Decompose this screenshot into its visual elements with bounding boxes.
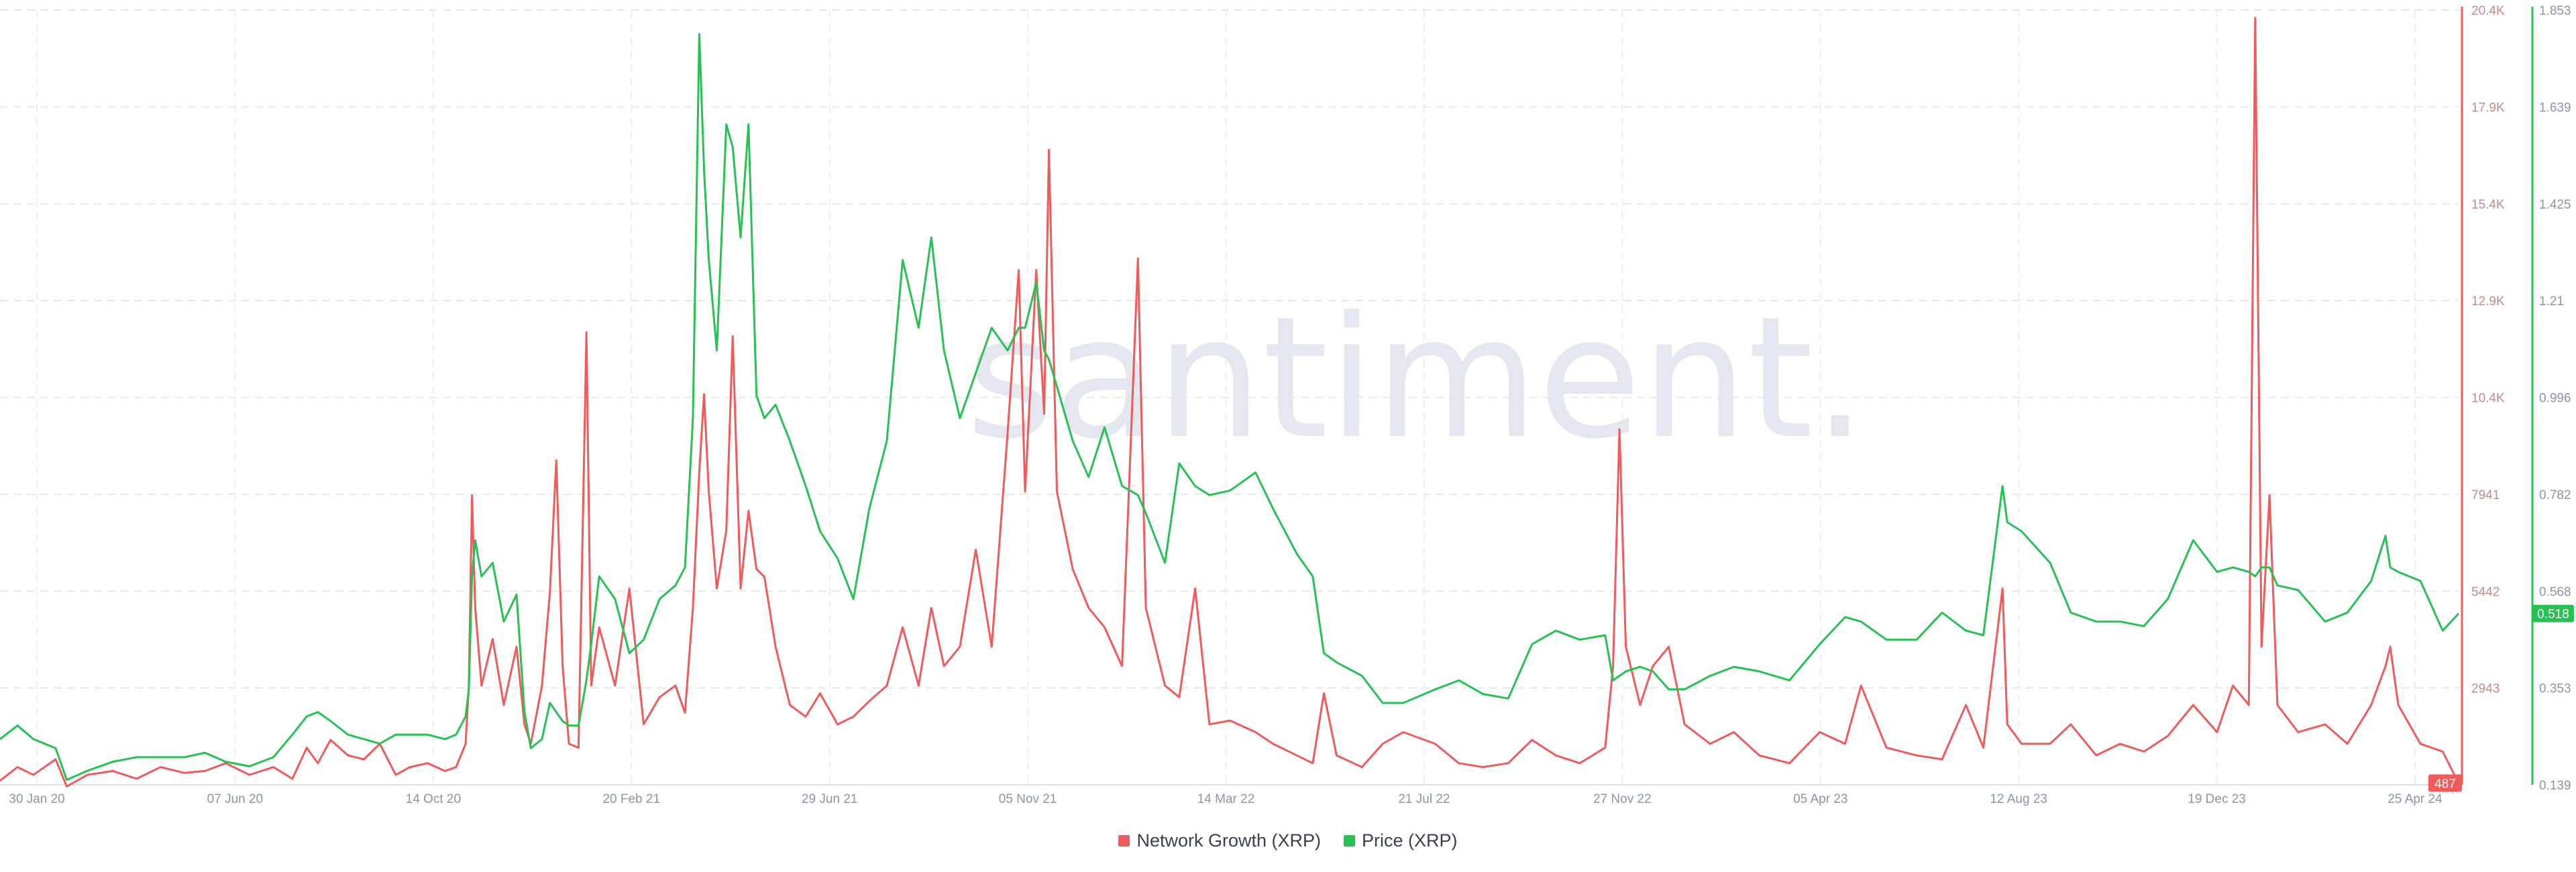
badge-value: 487 bbox=[2434, 777, 2456, 792]
x-tick-label: 14 Oct 20 bbox=[406, 792, 461, 806]
x-tick-label: 19 Dec 23 bbox=[2188, 792, 2246, 806]
series-line-network-growth bbox=[0, 17, 2460, 787]
watermark: santiment. bbox=[966, 280, 1867, 476]
badge-value: 0.518 bbox=[2537, 608, 2569, 622]
legend-item-network-growth[interactable]: Network Growth (XRP) bbox=[1118, 830, 1321, 851]
x-tick-label: 21 Jul 22 bbox=[1398, 792, 1450, 806]
y-tick-label-right: 1.21 bbox=[2539, 294, 2564, 309]
y-tick-label-left: 15.4K bbox=[2471, 198, 2505, 212]
y-tick-label-left: 20.4K bbox=[2471, 4, 2505, 18]
y-tick-label-right: 0.353 bbox=[2539, 682, 2571, 696]
series-lines[interactable] bbox=[0, 17, 2460, 787]
grid-lines bbox=[0, 9, 2459, 785]
x-tick-label: 20 Feb 21 bbox=[602, 792, 660, 806]
x-tick-label: 29 Jun 21 bbox=[802, 792, 857, 806]
y-tick-label-right: 0.568 bbox=[2539, 585, 2571, 599]
x-tick-label: 05 Nov 21 bbox=[999, 792, 1057, 806]
badge-bg bbox=[2532, 604, 2574, 622]
last-value-badge-price: 0.518 bbox=[2532, 604, 2574, 622]
x-tick-label: 12 Aug 23 bbox=[1990, 792, 2047, 806]
legend-item-price[interactable]: Price (XRP) bbox=[1344, 830, 1458, 851]
legend-label-price: Price (XRP) bbox=[1362, 830, 1458, 851]
legend: Network Growth (XRP) Price (XRP) bbox=[0, 830, 2576, 851]
y-tick-label-right: 0.139 bbox=[2539, 779, 2571, 793]
y-tick-label-right: 1.425 bbox=[2539, 198, 2571, 212]
legend-swatch-price bbox=[1344, 835, 1356, 847]
legend-label-network-growth: Network Growth (XRP) bbox=[1136, 830, 1322, 851]
series-line-price bbox=[0, 33, 2460, 781]
y-tick-label-left: 2943 bbox=[2471, 682, 2500, 696]
x-tick-label: 07 Jun 20 bbox=[207, 792, 263, 806]
x-tick-label: 05 Apr 23 bbox=[1793, 792, 1847, 806]
y-tick-label-left: 7941 bbox=[2471, 488, 2500, 502]
badge-bg bbox=[2428, 774, 2462, 792]
y-tick-label-left: 5442 bbox=[2471, 585, 2500, 599]
y-tick-label-right: 0.782 bbox=[2539, 488, 2571, 502]
y-tick-label-left: 12.9K bbox=[2471, 294, 2505, 309]
axis-labels: 1.853 1.639 1.425 1.21 0.996 0.782 0.568 0.353 0… bbox=[9, 4, 2574, 806]
y-tick-label-right: 0.996 bbox=[2539, 392, 2571, 406]
y-tick-label-right: 1.853 bbox=[2539, 4, 2571, 18]
x-tick-label: 27 Nov 22 bbox=[1593, 792, 1652, 806]
x-tick-label: 14 Mar 22 bbox=[1197, 792, 1255, 806]
y-tick-label-right: 1.639 bbox=[2539, 101, 2571, 115]
axes bbox=[0, 7, 2534, 785]
last-value-badge-network-growth: 487 bbox=[2428, 774, 2462, 792]
x-tick-label: 25 Apr 24 bbox=[2387, 792, 2443, 806]
y-tick-label-left: 17.9K bbox=[2471, 101, 2505, 115]
y-tick-label-left: 10.4K bbox=[2471, 392, 2505, 406]
chart-svg: santiment. 1.853 1.639 1.425 1.21 0.996 0.782… bbox=[0, 4, 2574, 806]
legend-swatch-network-growth bbox=[1118, 835, 1130, 847]
x-tick-label: 30 Jan 20 bbox=[9, 792, 64, 806]
